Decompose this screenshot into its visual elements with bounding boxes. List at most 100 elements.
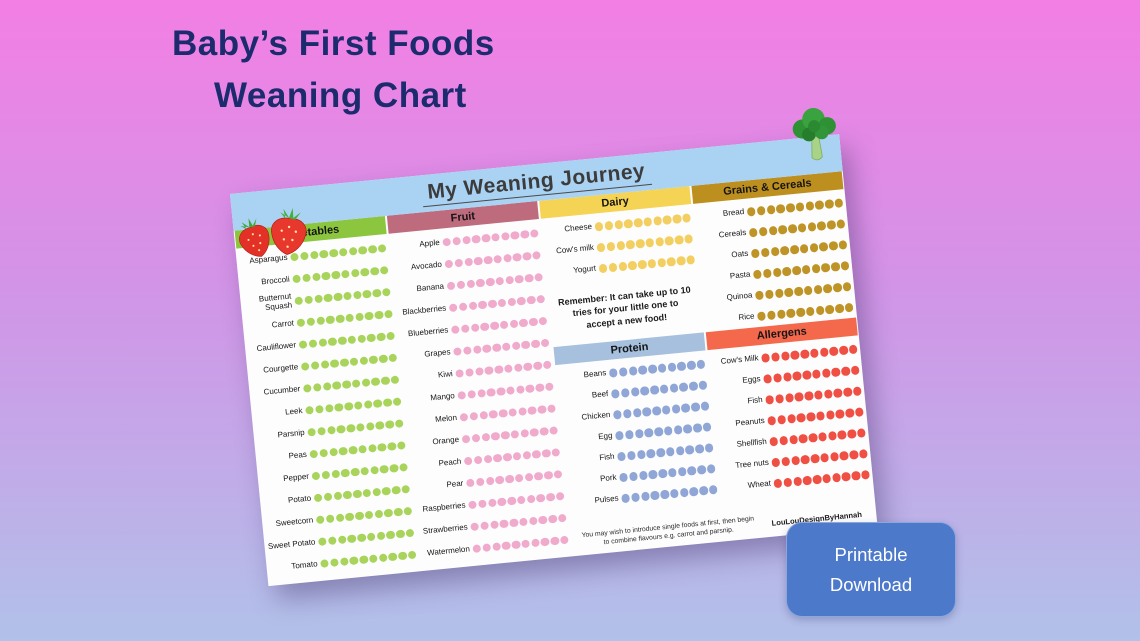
- chart-body: Vegetables Asparagus Broccoli Butternut Squ…: [234, 171, 878, 586]
- try-dot: [545, 492, 556, 502]
- try-dot: [840, 261, 850, 271]
- try-dot: [385, 419, 395, 430]
- try-dot: [455, 368, 465, 379]
- try-dot: [831, 473, 842, 483]
- try-dot: [614, 220, 624, 230]
- try-dot: [452, 236, 462, 246]
- try-dot: [527, 405, 537, 416]
- try-dot: [348, 445, 358, 455]
- food-label: Kiwi: [437, 368, 453, 380]
- try-dot: [851, 471, 861, 481]
- tries-dots: [302, 375, 400, 393]
- try-dot: [666, 257, 676, 267]
- try-dot: [638, 365, 648, 375]
- try-dot: [316, 426, 327, 436]
- try-dot: [403, 506, 413, 516]
- try-dot: [532, 250, 542, 260]
- try-dot: [682, 213, 692, 223]
- try-dot: [336, 424, 346, 434]
- try-dot: [807, 222, 817, 232]
- tries-dots: [463, 447, 561, 466]
- tries-dots: [461, 425, 559, 444]
- try-dot: [657, 258, 667, 268]
- try-dot: [606, 241, 616, 252]
- try-dot: [360, 267, 370, 277]
- try-dot: [617, 451, 627, 462]
- try-dot: [832, 283, 843, 293]
- try-dot: [358, 444, 368, 454]
- food-label: Quinoa: [726, 290, 753, 303]
- food-label: Peach: [438, 456, 462, 468]
- try-dot: [323, 293, 333, 303]
- try-dot: [477, 499, 488, 509]
- try-dot: [767, 416, 777, 426]
- food-label: Chicken: [581, 410, 611, 422]
- try-dot: [646, 449, 656, 459]
- try-dot: [624, 430, 634, 440]
- try-dot: [669, 488, 680, 499]
- try-dot: [539, 426, 549, 437]
- food-label: Pasta: [729, 269, 751, 281]
- try-dot: [627, 260, 638, 271]
- try-dot: [763, 374, 773, 384]
- try-dot: [292, 274, 302, 284]
- try-dot: [810, 454, 820, 464]
- try-dot: [700, 401, 710, 411]
- try-dot: [811, 264, 821, 274]
- try-dot: [482, 344, 492, 354]
- try-dot: [352, 290, 362, 300]
- printable-download-button[interactable]: Printable Download: [786, 522, 956, 617]
- tries-dots: [442, 228, 540, 247]
- try-dot: [790, 455, 801, 466]
- try-dot: [669, 383, 679, 393]
- try-dot: [318, 338, 328, 348]
- try-dot: [551, 447, 561, 457]
- try-dot: [450, 325, 461, 335]
- try-dot: [463, 456, 473, 466]
- try-dot: [604, 221, 614, 231]
- try-dot: [396, 440, 407, 451]
- try-dot: [470, 522, 480, 532]
- try-dot: [677, 361, 687, 371]
- try-dot: [656, 448, 666, 458]
- food-label: Cow's milk: [555, 242, 595, 256]
- try-dot: [628, 471, 639, 482]
- try-dot: [618, 261, 628, 272]
- food-label: Pear: [446, 478, 464, 489]
- try-dot: [657, 363, 667, 373]
- try-dot: [510, 230, 520, 240]
- try-dot: [298, 339, 308, 350]
- try-dot: [461, 235, 471, 245]
- try-dot: [322, 381, 332, 392]
- try-dot: [359, 356, 369, 366]
- try-dot: [446, 281, 456, 291]
- try-dot: [696, 359, 706, 369]
- try-dot: [817, 221, 827, 231]
- try-dot: [835, 409, 845, 419]
- try-dot: [340, 269, 351, 279]
- try-dot: [476, 388, 487, 398]
- try-dot: [632, 408, 642, 418]
- try-dot: [518, 517, 529, 527]
- try-dot: [347, 534, 357, 544]
- download-label-line-2: Download: [829, 574, 913, 595]
- try-dot: [315, 316, 326, 326]
- try-dot: [495, 475, 505, 485]
- try-dot: [642, 407, 652, 417]
- try-dot: [390, 375, 400, 385]
- try-dot: [324, 403, 334, 413]
- try-dot: [630, 492, 641, 502]
- try-dot: [499, 320, 509, 330]
- try-dot: [301, 273, 312, 283]
- try-dot: [517, 406, 528, 417]
- try-dot: [370, 266, 380, 276]
- try-dot: [358, 245, 368, 255]
- try-dot: [547, 404, 557, 414]
- try-dot: [541, 448, 551, 458]
- protein-section: Protein Beans Beef Chicken Egg Fish Pork Pulses: [553, 332, 720, 514]
- try-dot: [488, 409, 498, 419]
- try-dot: [620, 388, 630, 398]
- try-dot: [560, 535, 570, 545]
- tries-dots: [446, 272, 544, 291]
- food-label: Pulses: [594, 493, 619, 505]
